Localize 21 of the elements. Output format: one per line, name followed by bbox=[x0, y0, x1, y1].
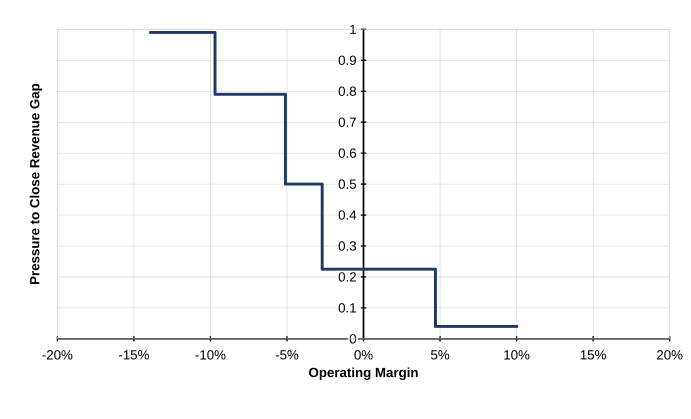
x-tick-label: -20% bbox=[42, 350, 72, 360]
y-tick-label: 1 bbox=[350, 24, 356, 34]
x-tick-label: -10% bbox=[196, 350, 226, 360]
x-tick-label: -15% bbox=[118, 350, 149, 360]
y-tick-label: 0.7 bbox=[338, 118, 356, 127]
y-tick-label: 0.4 bbox=[338, 210, 356, 220]
y-tick-label: 0.6 bbox=[338, 148, 356, 158]
x-tick-label: 20% bbox=[657, 350, 682, 360]
x-tick-label: 10% bbox=[504, 350, 530, 360]
y-tick-label: 0.8 bbox=[338, 86, 356, 96]
x-tick-label: 0% bbox=[354, 350, 373, 360]
y-tick-label: 0.3 bbox=[338, 241, 356, 251]
y-tick-label: 0.1 bbox=[338, 303, 356, 313]
x-tick-label: 5% bbox=[430, 350, 450, 360]
y-tick-label: 0.9 bbox=[338, 56, 356, 66]
y-axis-title: Pressure to Close Revenue Gap bbox=[30, 84, 42, 284]
x-tick-label: -5% bbox=[276, 350, 298, 360]
x-tick-label: 15% bbox=[580, 350, 606, 360]
y-tick-label: 0.5 bbox=[338, 179, 356, 189]
x-axis-title: Operating Margin bbox=[309, 368, 418, 380]
y-tick-label: 0.2 bbox=[338, 272, 356, 282]
